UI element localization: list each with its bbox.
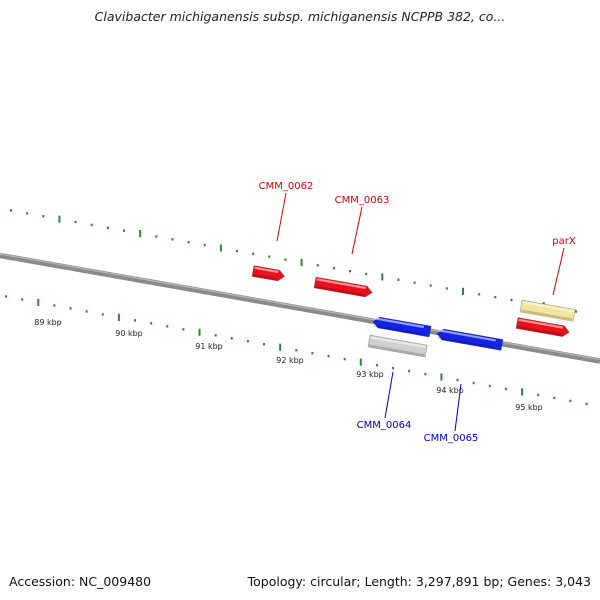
- leader-line: [454, 383, 462, 432]
- gene-label[interactable]: CMM_0065: [424, 433, 479, 444]
- gene-labels: CMM_0062 CMM_0063 CMM_0064 CMM_0065 parX: [259, 181, 576, 444]
- leader-line: [552, 247, 565, 296]
- gene-leader-lines: [276, 192, 565, 432]
- scale-labels: 89 kbp 90 kbp 91 kbp 92 kbp 93 kbp 94 kbp 95 k…: [34, 318, 543, 412]
- map-title: Clavibacter michiganensis subsp. michiga…: [94, 9, 506, 24]
- leader-line: [384, 371, 394, 419]
- gene-label[interactable]: CMM_0064: [357, 420, 412, 431]
- outer-scale-ticks: [10, 209, 578, 313]
- accession-label: Accession: NC_009480: [9, 574, 152, 589]
- scale-label: 95 kbp: [515, 403, 543, 412]
- gene-cmm_0062[interactable]: [251, 265, 285, 282]
- leader-line: [276, 192, 287, 242]
- gene-parx[interactable]: [519, 299, 576, 322]
- scale-label: 94 kbp: [436, 386, 464, 395]
- gene-cmm_0063[interactable]: [313, 276, 373, 298]
- gene-feature-3[interactable]: [367, 334, 428, 358]
- gene-cmm_0065[interactable]: [436, 328, 504, 351]
- gene-feature-6[interactable]: [515, 317, 570, 338]
- scale-label: 93 kbp: [356, 370, 384, 379]
- gene-label[interactable]: parX: [552, 236, 576, 247]
- genome-stats-label: Topology: circular; Length: 3,297,891 bp…: [247, 574, 591, 589]
- backbone-highlight: [0, 253, 600, 361]
- scale-label: 89 kbp: [34, 318, 62, 327]
- scale-label: 92 kbp: [276, 356, 304, 365]
- backbone-line: [0, 252, 600, 364]
- gene-label[interactable]: CMM_0063: [335, 195, 390, 206]
- genome-backbone: [0, 252, 600, 364]
- inner-scale-ticks: [5, 295, 588, 406]
- leader-line: [351, 206, 363, 255]
- gene-features: [251, 265, 576, 358]
- gene-cmm_0064[interactable]: [372, 316, 432, 338]
- scale-label: 90 kbp: [115, 329, 143, 338]
- gene-label[interactable]: CMM_0062: [259, 181, 314, 192]
- scale-label: 91 kbp: [195, 342, 223, 351]
